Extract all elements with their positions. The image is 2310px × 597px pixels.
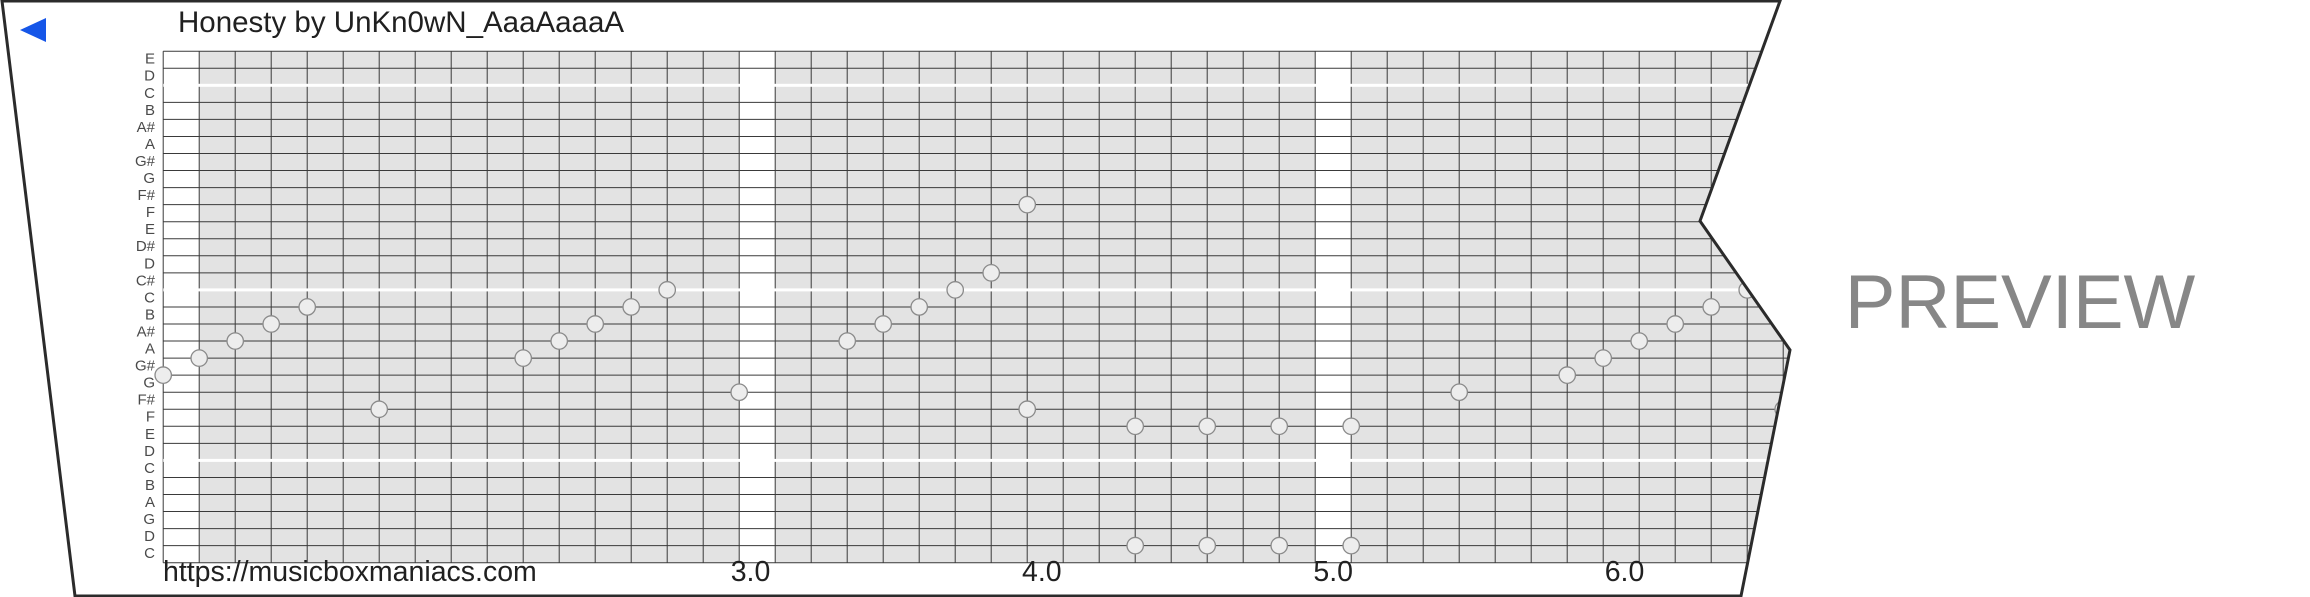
svg-text:A: A (145, 494, 155, 511)
svg-text:B: B (145, 477, 155, 494)
svg-text:A#: A# (137, 323, 156, 340)
svg-text:G: G (143, 375, 155, 392)
svg-text:PREVIEW: PREVIEW (1845, 260, 2196, 345)
svg-text:A: A (145, 136, 155, 153)
svg-text:C: C (144, 85, 155, 102)
svg-text:A#: A# (137, 119, 156, 136)
svg-text:G#: G# (135, 358, 156, 375)
svg-text:G: G (143, 511, 155, 528)
svg-text:5.0: 5.0 (1313, 556, 1353, 588)
svg-text:D: D (144, 528, 155, 545)
svg-text:F#: F# (137, 187, 155, 204)
svg-text:3.0: 3.0 (731, 556, 771, 588)
svg-text:E: E (145, 426, 155, 443)
svg-text:D: D (144, 443, 155, 460)
svg-text:D: D (144, 68, 155, 85)
svg-text:F: F (146, 409, 155, 426)
svg-text:Honesty by UnKn0wN_AaaAaaaA: Honesty by UnKn0wN_AaaAaaaA (178, 6, 624, 39)
svg-text:C: C (144, 545, 155, 562)
svg-text:E: E (145, 221, 155, 238)
svg-text:4.0: 4.0 (1022, 556, 1062, 588)
svg-text:D: D (144, 255, 155, 272)
svg-text:G#: G# (135, 153, 156, 170)
svg-text:G: G (143, 170, 155, 187)
svg-text:F#: F# (137, 392, 155, 409)
svg-text:E: E (145, 51, 155, 68)
svg-text:C: C (144, 460, 155, 477)
svg-text:https://musicboxmaniacs.com: https://musicboxmaniacs.com (163, 556, 537, 588)
svg-text:C#: C# (136, 272, 156, 289)
svg-text:B: B (145, 306, 155, 323)
svg-text:C: C (144, 289, 155, 306)
svg-text:B: B (145, 102, 155, 119)
svg-text:A: A (145, 341, 155, 358)
svg-text:F: F (146, 204, 155, 221)
svg-text:D#: D# (136, 238, 156, 255)
svg-text:6.0: 6.0 (1605, 556, 1645, 588)
